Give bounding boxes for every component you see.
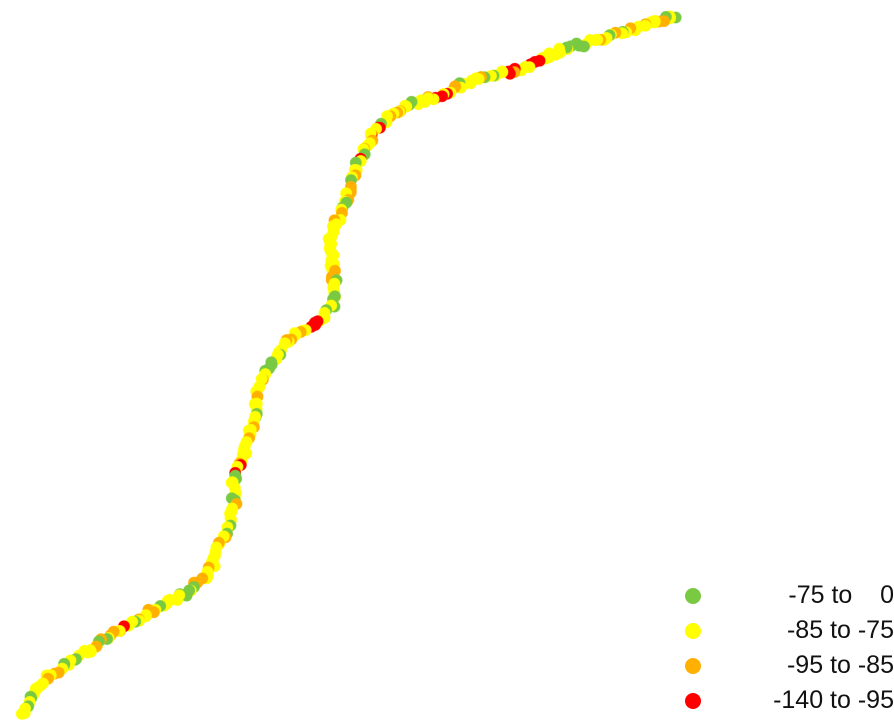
legend-item-2: -85 to -75 xyxy=(680,615,894,645)
legend-label-4: -140 to -95 xyxy=(773,686,894,714)
legend-swatch-3 xyxy=(685,658,701,674)
track-point xyxy=(15,707,28,720)
legend-swatch-2 xyxy=(685,623,701,639)
legend-label-3: -95 to -85 xyxy=(786,651,894,679)
legend-label-2: -85 to -75 xyxy=(786,616,894,644)
legend-item-3: -95 to -85 xyxy=(680,650,894,680)
legend-item-1: -75 to 0 xyxy=(680,580,894,610)
legend: -75 to 0 -85 to -75 -95 to -85 -140 to -… xyxy=(680,578,894,726)
legend-swatch-4 xyxy=(685,693,701,709)
legend-item-4: -140 to -95 xyxy=(680,685,894,715)
track-points-layer xyxy=(15,10,682,720)
legend-label-1: -75 to 0 xyxy=(788,581,894,609)
legend-swatch-1 xyxy=(685,588,701,604)
